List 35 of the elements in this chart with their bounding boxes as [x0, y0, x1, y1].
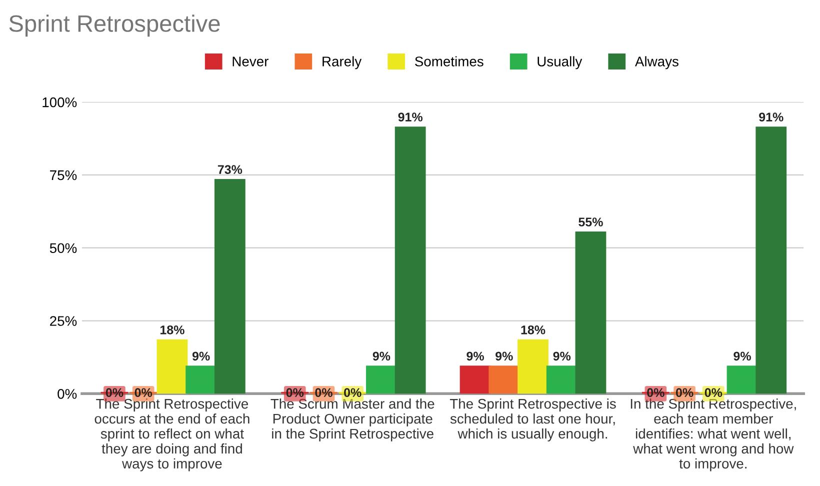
legend-label: Always: [634, 56, 678, 70]
legend-label: Sometimes: [415, 56, 484, 66]
data-label: 55%: [578, 218, 603, 226]
data-label: 0%: [106, 388, 124, 398]
y-tick-label: 25%: [50, 316, 77, 326]
data-label: 18%: [521, 325, 546, 334]
data-label: 91%: [759, 112, 784, 122]
data-label: 0%: [134, 388, 152, 398]
data-label: 9%: [372, 352, 390, 361]
x-tick-label: The Scrum Master and the Product Owner participate in the Sprint Retrospective: [270, 398, 434, 442]
x-tick-label: In the Sprint Retrospective, each team member identifies: what went well, what went wrong and how to improve.: [630, 398, 796, 472]
y-tick-label: 100%: [42, 97, 77, 108]
data-label: 0%: [704, 388, 722, 398]
data-label: 0%: [286, 388, 304, 398]
data-label: 9%: [734, 352, 751, 361]
x-tick-label: The Sprint Retrospective is scheduled to last one hour, which is usually enough.: [450, 398, 616, 442]
x-tick-label: The Sprint Retrospective occurs at the end of each sprint to reflect on what they are doing and find ways to improve: [94, 398, 250, 472]
data-label: 73%: [218, 165, 242, 174]
data-label: 9%: [553, 352, 571, 361]
data-label: 18%: [160, 325, 184, 334]
data-label: 0%: [647, 388, 664, 398]
data-label: 0%: [676, 388, 694, 398]
y-tick-label: 75%: [50, 170, 77, 180]
legend-label: Usually: [538, 56, 582, 70]
data-label: 0%: [344, 388, 362, 398]
y-tick-label: 50%: [50, 243, 77, 254]
data-label: 91%: [398, 112, 423, 122]
data-label: 9%: [496, 352, 513, 361]
y-tick-label: 0%: [58, 388, 77, 399]
chart-title: Sprint Retrospective: [9, 14, 220, 37]
data-label: 9%: [192, 352, 210, 361]
legend-label: Rarely: [322, 56, 362, 70]
legend-label: Never: [232, 56, 268, 66]
data-label: 0%: [315, 388, 332, 398]
data-label: 9%: [466, 352, 484, 361]
